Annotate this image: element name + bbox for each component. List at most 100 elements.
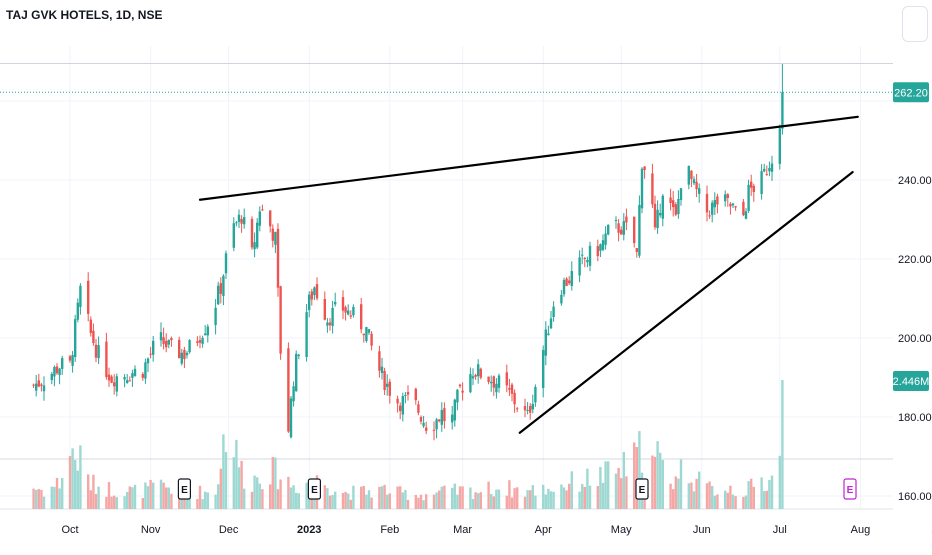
volume-bar xyxy=(341,492,345,509)
volume-bar xyxy=(565,490,568,509)
volume-bar xyxy=(661,460,664,509)
volume-bar xyxy=(40,489,43,509)
volume-bar xyxy=(289,487,293,509)
candle-body xyxy=(341,297,345,311)
candle-body xyxy=(253,242,256,250)
candle-body xyxy=(763,168,766,172)
candle-body xyxy=(141,373,144,378)
candle-body xyxy=(770,163,774,172)
volume-bar xyxy=(243,488,246,509)
volume-bar xyxy=(362,485,365,509)
candle-body xyxy=(531,403,534,410)
volume-bar xyxy=(295,492,298,509)
volume-bar xyxy=(638,431,641,509)
chart-settings-button[interactable] xyxy=(902,6,928,42)
candle-body xyxy=(53,366,56,377)
volume-bar xyxy=(552,491,555,509)
candle-body xyxy=(269,210,272,227)
candle-body xyxy=(653,203,657,228)
candle-body xyxy=(713,199,716,208)
earnings-marker-label: E xyxy=(181,485,188,496)
volume-bar xyxy=(601,482,605,509)
volume-bar xyxy=(672,489,675,509)
candle-body xyxy=(308,294,311,311)
candle-body xyxy=(42,385,46,392)
volume-bar xyxy=(61,478,64,509)
candle-body xyxy=(419,416,423,422)
volume-bar xyxy=(196,498,199,509)
earnings-marker xyxy=(177,478,191,500)
volume-bar xyxy=(617,467,620,509)
volume-bar xyxy=(526,490,529,509)
volume-bar xyxy=(131,487,134,509)
candle-body xyxy=(344,307,347,313)
volume-bar xyxy=(742,496,745,509)
y-tick-label: 200.00 xyxy=(898,333,932,345)
volume-bar xyxy=(297,493,300,509)
candle-body xyxy=(461,390,464,393)
y-tick-label: 180.00 xyxy=(898,412,932,424)
candle-body xyxy=(453,399,456,421)
volume-bar xyxy=(367,490,371,509)
price-axis[interactable]: 160.00 180.00 200.00 220.00 240.00 xyxy=(898,175,932,503)
volume-bar xyxy=(55,477,59,509)
candle-body xyxy=(544,329,547,356)
candle-body xyxy=(292,386,295,402)
trendlines[interactable] xyxy=(198,115,859,434)
volume-bar xyxy=(253,475,256,509)
volume-bar xyxy=(474,492,477,509)
candle-body xyxy=(323,298,326,320)
volume-bar xyxy=(71,448,74,509)
candle-body xyxy=(97,345,100,359)
candle-body xyxy=(547,333,550,336)
volume-bar xyxy=(188,491,191,509)
candle-body xyxy=(568,280,571,284)
candle-body xyxy=(562,280,566,295)
earnings-marker xyxy=(843,478,857,500)
candle-body xyxy=(133,368,137,376)
volume-bar xyxy=(365,494,368,509)
volume-bar xyxy=(544,494,547,509)
volume-bar xyxy=(677,478,680,509)
volume-bar xyxy=(711,486,714,509)
candle-body xyxy=(250,218,254,248)
volume-bar xyxy=(781,380,784,509)
candle-body xyxy=(55,366,59,374)
candle-body xyxy=(669,197,672,203)
candle-body xyxy=(778,128,781,164)
candle-body xyxy=(752,185,755,193)
earnings-marker-label: E xyxy=(847,485,854,496)
candle-body xyxy=(334,301,337,305)
candle-body xyxy=(440,409,443,425)
volume-bar xyxy=(588,485,592,509)
volume-bar xyxy=(479,492,482,509)
volume-bar xyxy=(687,483,690,509)
volume-bar xyxy=(724,490,727,509)
last-price-badge-label: 262.20 xyxy=(894,87,928,99)
candle-body xyxy=(726,194,729,198)
volume-bar xyxy=(698,471,701,509)
candle-body xyxy=(360,304,363,330)
candle-body xyxy=(599,244,602,251)
candle-body xyxy=(287,348,290,432)
volume-bar xyxy=(37,489,40,509)
volume-bar xyxy=(380,486,384,509)
candle-body xyxy=(625,216,628,223)
volume-bar xyxy=(414,494,417,509)
candle-body xyxy=(523,406,527,411)
candle-body xyxy=(516,408,519,410)
volume-bar xyxy=(123,496,126,509)
candle-body xyxy=(295,353,298,392)
candle-body xyxy=(425,427,428,431)
volume-bar xyxy=(87,474,90,509)
candle-body xyxy=(404,394,407,396)
volume-bar xyxy=(690,482,693,509)
volume-bar xyxy=(604,461,607,509)
grid xyxy=(0,46,893,509)
time-axis[interactable]: OctNovDec2023FebMarAprMayJunJulAugSep xyxy=(61,524,932,536)
candle-body xyxy=(622,221,625,235)
volume-bar xyxy=(713,495,716,509)
